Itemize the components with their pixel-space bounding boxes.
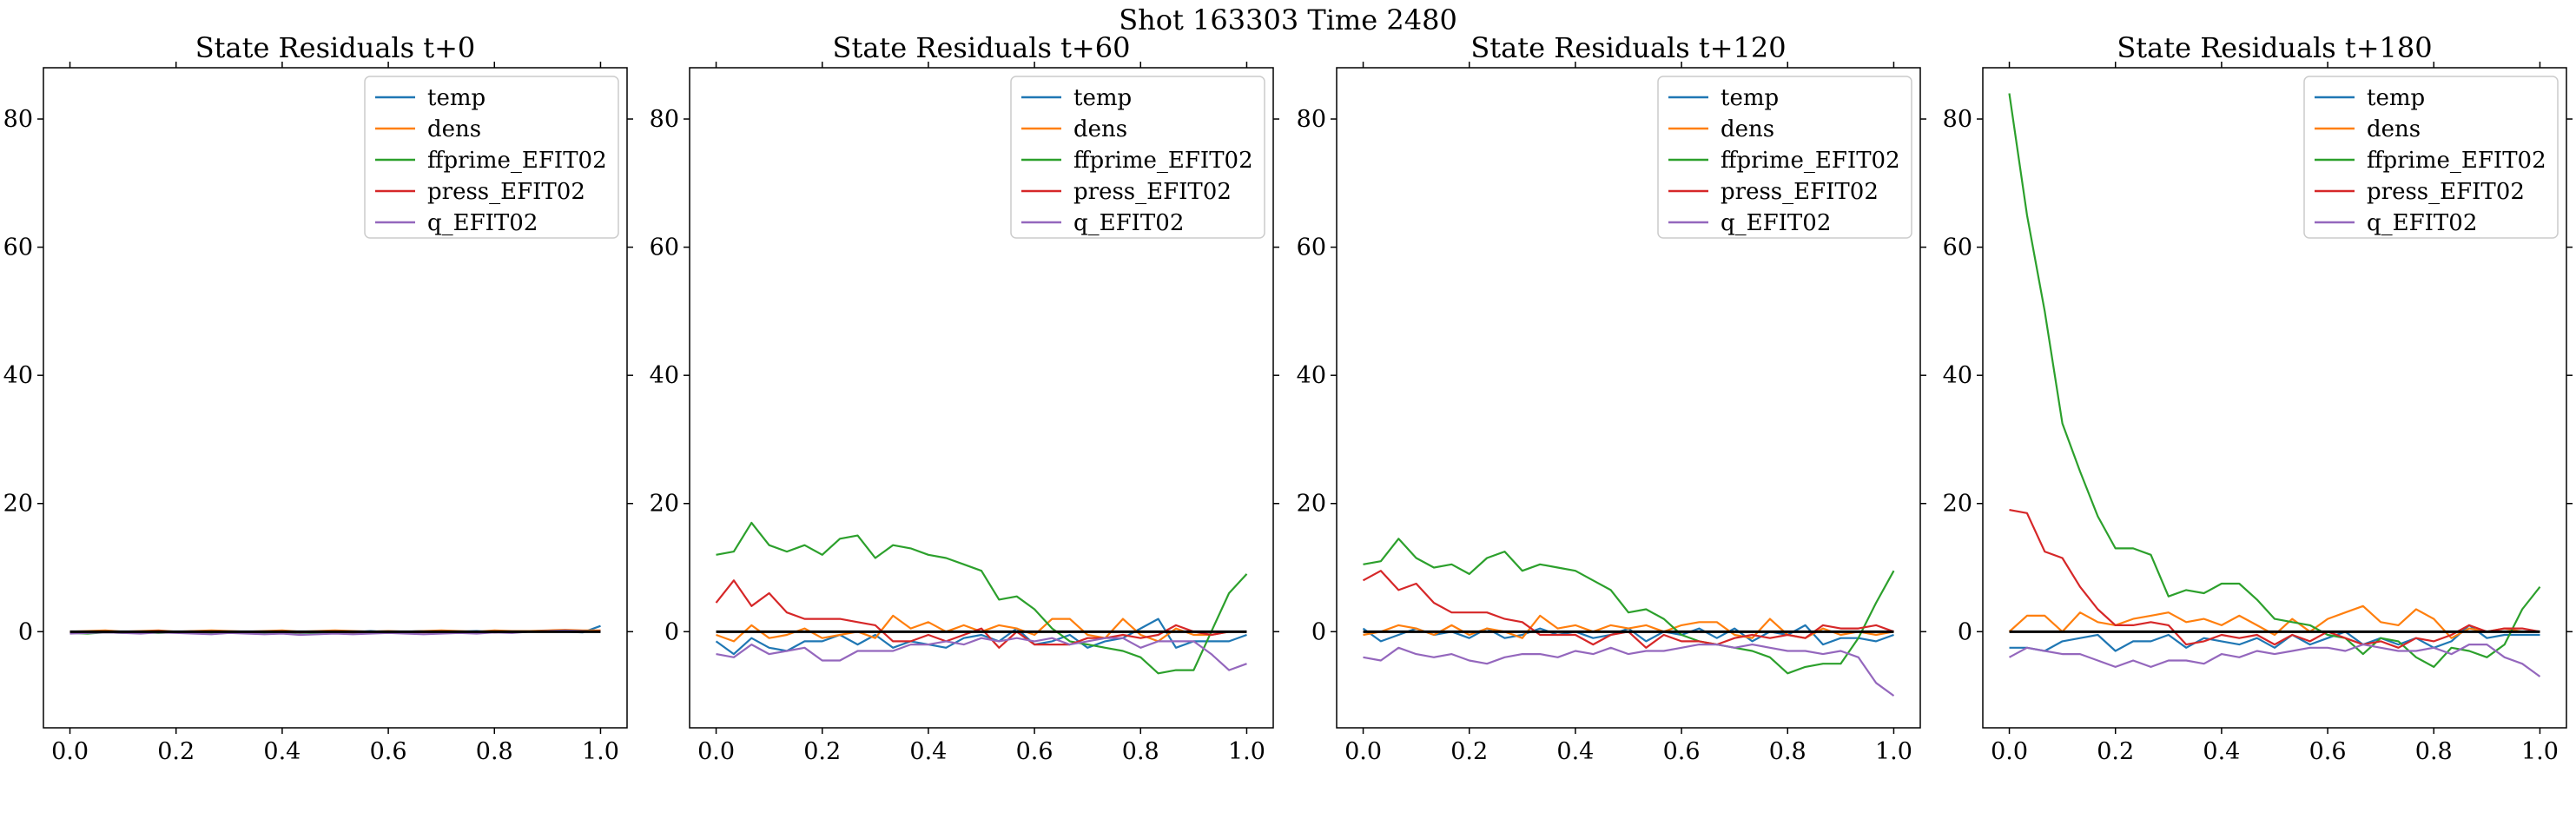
plot-frame — [1336, 67, 1921, 729]
x-tick-label: 0.0 — [1991, 738, 2028, 765]
x-tick-label: 0.8 — [2415, 738, 2453, 765]
chart-panel-3: State Residuals t+180 0.0 0.2 0.4 0.6 0.8 1.0 0… — [1943, 31, 2573, 765]
legend-box — [1010, 76, 1265, 239]
series-line-q-efit02 — [1363, 643, 1895, 697]
series-line-press-efit02 — [715, 579, 1247, 649]
legend-label: press_EFIT02 — [1721, 179, 1879, 205]
x-tick-label: 0.6 — [370, 738, 407, 765]
legend-label: dens — [1721, 116, 1774, 142]
x-tick-label: 0.8 — [1122, 738, 1159, 765]
y-tick-label: 20 — [1943, 491, 1972, 518]
chart-title: State Residuals t+120 — [1470, 31, 1786, 64]
y-tick-label: 0 — [1958, 618, 1972, 645]
x-tick-label: 1.0 — [582, 738, 619, 765]
y-tick-label: 0 — [18, 618, 33, 645]
x-tick-label: 0.8 — [1769, 738, 1807, 765]
legend-label: press_EFIT02 — [1073, 179, 1232, 205]
y-tick-label: 40 — [3, 362, 33, 389]
legend-label: ffprime_EFIT02 — [1721, 148, 1900, 174]
y-tick-label: 80 — [650, 106, 679, 133]
series-line-ffprime-efit02 — [1363, 538, 1895, 675]
chart-panel-1: State Residuals t+60 0.0 0.2 0.4 0.6 0.8 1.0 0 2… — [650, 31, 1279, 765]
legend-label: press_EFIT02 — [427, 179, 585, 205]
chart-title: State Residuals t+60 — [833, 31, 1131, 64]
x-tick-label: 0.2 — [2097, 738, 2134, 765]
legend-box — [2303, 76, 2559, 239]
y-tick-label: 40 — [1297, 362, 1326, 389]
series-line-ffprime-efit02 — [2008, 93, 2541, 669]
chart-panel-2: State Residuals t+120 0.0 0.2 0.4 0.6 0.8 1.0 0… — [1297, 31, 1926, 765]
x-tick-label: 0.2 — [157, 738, 195, 765]
y-tick-label: 40 — [1943, 362, 1972, 389]
series-line-temp — [715, 618, 1247, 656]
x-tick-label: 0.4 — [1556, 738, 1594, 765]
x-tick-label: 1.0 — [1228, 738, 1265, 765]
plot-frame — [43, 67, 628, 729]
x-tick-label: 0.6 — [1016, 738, 1054, 765]
legend-box — [1657, 76, 1912, 239]
chart-panel-0: State Residuals t+0 0.0 0.2 0.4 0.6 0.8 1.0 0 20… — [3, 31, 633, 765]
y-tick-label: 0 — [664, 618, 679, 645]
x-tick-label: 1.0 — [2521, 738, 2559, 765]
legend-label: q_EFIT02 — [427, 210, 538, 236]
x-tick-label: 0.4 — [263, 738, 301, 765]
legend-label: temp — [1721, 85, 1779, 111]
panels: State Residuals t+0 0.0 0.2 0.4 0.6 0.8 1.0 0 20… — [3, 31, 2573, 765]
x-tick-label: 0.2 — [803, 738, 841, 765]
series-line-q-efit02 — [716, 637, 1247, 671]
legend-label: dens — [2367, 116, 2421, 142]
plot-frame — [1982, 67, 2567, 729]
y-tick-label: 40 — [650, 362, 679, 389]
x-tick-label: 0.6 — [1663, 738, 1701, 765]
y-tick-label: 80 — [3, 106, 33, 133]
x-tick-label: 0.2 — [1450, 738, 1488, 765]
y-tick-label: 60 — [1297, 234, 1326, 261]
legend-label: temp — [2367, 85, 2425, 111]
legend-label: temp — [427, 85, 485, 111]
plot-frame — [689, 67, 1274, 729]
legend-label: q_EFIT02 — [1721, 210, 1831, 236]
y-tick-label: 80 — [1297, 106, 1326, 133]
legend-label: dens — [1073, 116, 1127, 142]
x-tick-label: 0.8 — [476, 738, 513, 765]
legend-label: ffprime_EFIT02 — [427, 148, 607, 174]
y-tick-label: 80 — [1943, 106, 1972, 133]
x-tick-label: 0.4 — [2203, 738, 2240, 765]
x-tick-label: 0.0 — [697, 738, 735, 765]
y-tick-label: 60 — [650, 234, 679, 261]
y-tick-label: 0 — [1311, 618, 1326, 645]
legend-label: dens — [427, 116, 481, 142]
series-line-temp — [2009, 624, 2540, 652]
chart-title: State Residuals t+180 — [2117, 31, 2432, 64]
y-tick-label: 20 — [650, 491, 679, 518]
y-tick-label: 60 — [1943, 234, 1972, 261]
x-tick-label: 0.6 — [2309, 738, 2347, 765]
legend-label: press_EFIT02 — [2367, 179, 2525, 205]
series-line-ffprime-efit02 — [716, 521, 1248, 675]
chart-title: State Residuals t+0 — [195, 31, 476, 64]
legend-label: ffprime_EFIT02 — [2367, 148, 2546, 174]
y-tick-label: 60 — [3, 234, 33, 261]
y-tick-label: 20 — [1297, 491, 1326, 518]
figure-suptitle: Shot 163303 Time 2480 — [1119, 3, 1457, 36]
legend-label: temp — [1073, 85, 1132, 111]
legend-label: ffprime_EFIT02 — [1073, 148, 1253, 174]
legend-label: q_EFIT02 — [1073, 210, 1184, 236]
y-tick-label: 20 — [3, 491, 33, 518]
series-line-press-efit02 — [2009, 509, 2540, 649]
series-line-q-efit02 — [2008, 643, 2541, 677]
legend-box — [364, 76, 619, 239]
x-tick-label: 1.0 — [1875, 738, 1912, 765]
x-tick-label: 0.0 — [1344, 738, 1382, 765]
x-tick-label: 0.4 — [909, 738, 947, 765]
x-tick-label: 0.0 — [51, 738, 89, 765]
legend-label: q_EFIT02 — [2367, 210, 2477, 236]
series-line-dens — [2008, 604, 2540, 639]
